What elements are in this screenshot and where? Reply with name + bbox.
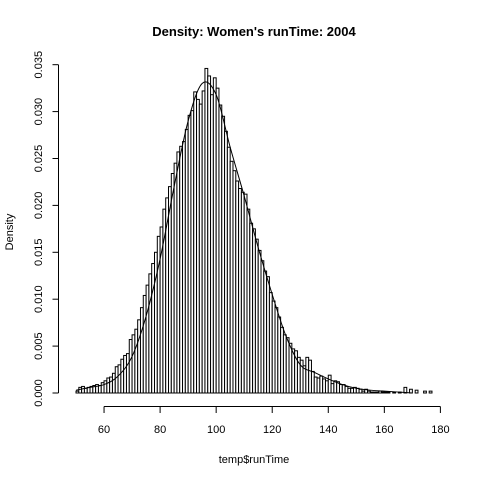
histogram-bar bbox=[386, 391, 391, 394]
x-tick-label: 160 bbox=[375, 424, 393, 436]
histogram-bar bbox=[423, 390, 427, 394]
y-tick-label: 0.020 bbox=[33, 192, 45, 220]
chart-title: Density: Women's runTime: 2004 bbox=[152, 24, 356, 39]
histogram-bar bbox=[414, 389, 419, 394]
x-tick-label: 120 bbox=[263, 424, 281, 436]
y-tick-label: 0.035 bbox=[33, 51, 45, 79]
x-axis-label: temp$runTime bbox=[219, 454, 290, 466]
x-tick-label: 60 bbox=[98, 424, 110, 436]
x-axis: 60 80 100 120 140 160 180 bbox=[98, 406, 450, 436]
x-tick-label: 80 bbox=[154, 424, 166, 436]
y-tick-label: 0.005 bbox=[33, 332, 45, 360]
y-tick-label: 0.000 bbox=[33, 379, 45, 407]
y-tick-label: 0.010 bbox=[33, 285, 45, 313]
y-tick-label: 0.030 bbox=[33, 98, 45, 126]
y-tick-label: 0.025 bbox=[33, 145, 45, 173]
x-tick-label: 140 bbox=[319, 424, 337, 436]
x-tick-label: 100 bbox=[207, 424, 225, 436]
y-axis-label: Density bbox=[4, 213, 16, 250]
density-curve bbox=[75, 81, 413, 394]
histogram-bar bbox=[428, 390, 433, 394]
histogram-bars bbox=[75, 67, 433, 394]
y-tick-label: 0.015 bbox=[33, 239, 45, 267]
x-tick-label: 180 bbox=[431, 424, 449, 436]
y-axis: 0.000 0.005 0.010 0.015 0.020 0.025 0.030 0.035 bbox=[33, 51, 59, 407]
